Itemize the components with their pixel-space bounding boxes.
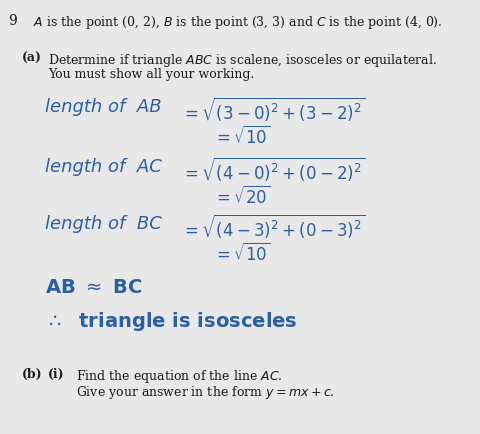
Text: Find the equation of the line $AC$.: Find the equation of the line $AC$. (76, 368, 282, 385)
Text: length of  AC: length of AC (45, 158, 162, 176)
Text: Determine if triangle $ABC$ is scalene, isosceles or equilateral.: Determine if triangle $ABC$ is scalene, … (48, 52, 437, 69)
Text: (b): (b) (23, 368, 43, 381)
Text: $\therefore$  triangle is isosceles: $\therefore$ triangle is isosceles (45, 310, 297, 333)
Text: $= \sqrt{(4-0)^2+(0-2)^2}$: $= \sqrt{(4-0)^2+(0-2)^2}$ (180, 156, 365, 184)
Text: Give your answer in the form $y = mx+c$.: Give your answer in the form $y = mx+c$. (76, 384, 335, 401)
Text: $= \sqrt{10}$: $= \sqrt{10}$ (213, 126, 271, 148)
Text: length of  BC: length of BC (45, 215, 162, 233)
Text: $= \sqrt{(4-3)^2+(0-3)^2}$: $= \sqrt{(4-3)^2+(0-3)^2}$ (180, 213, 365, 241)
Text: $= \sqrt{(3-0)^2+(3-2)^2}$: $= \sqrt{(3-0)^2+(3-2)^2}$ (180, 96, 365, 124)
Text: length of  AB: length of AB (45, 98, 161, 116)
Text: You must show all your working.: You must show all your working. (48, 68, 254, 81)
Text: 9: 9 (9, 14, 17, 28)
Text: $A$ is the point (0, 2), $B$ is the point (3, 3) and $C$ is the point (4, 0).: $A$ is the point (0, 2), $B$ is the poin… (33, 14, 442, 31)
Text: AB $\approx$ BC: AB $\approx$ BC (45, 278, 142, 297)
Text: $= \sqrt{20}$: $= \sqrt{20}$ (213, 186, 271, 208)
Text: $= \sqrt{10}$: $= \sqrt{10}$ (213, 243, 271, 265)
Text: (a): (a) (23, 52, 42, 65)
Text: (i): (i) (48, 368, 65, 381)
